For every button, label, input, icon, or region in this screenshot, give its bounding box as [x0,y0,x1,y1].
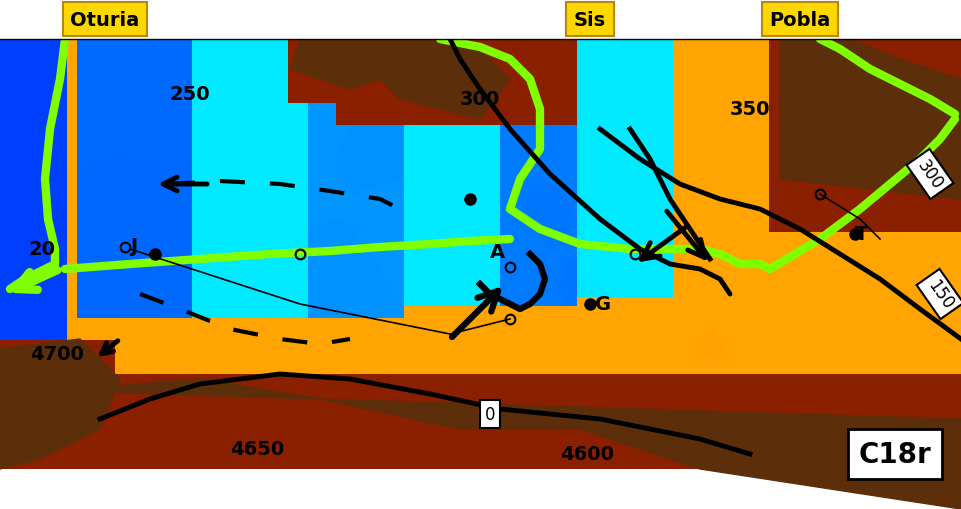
Polygon shape [0,379,961,509]
Text: 0: 0 [484,405,495,423]
Text: 350: 350 [729,100,771,119]
Text: A: A [490,242,505,262]
Text: 4650: 4650 [230,439,284,458]
Text: 4700: 4700 [30,344,84,363]
Text: 4600: 4600 [560,444,614,463]
Text: G: G [595,294,611,314]
Bar [0,0,961,40]
Polygon shape [780,40,961,200]
Text: Oturia: Oturia [70,11,139,30]
Text: J: J [130,237,137,256]
Text: 20: 20 [28,240,55,259]
Text: 300: 300 [460,90,500,109]
Text: 150: 150 [924,276,956,313]
Text: 250: 250 [170,85,210,104]
Polygon shape [0,340,120,469]
Text: Pobla: Pobla [770,11,830,30]
Text: C18r: C18r [858,440,931,468]
Polygon shape [290,40,410,90]
Text: T: T [855,224,869,243]
Polygon shape [360,40,510,120]
Text: 300: 300 [914,157,947,193]
Text: Sis: Sis [574,11,606,30]
